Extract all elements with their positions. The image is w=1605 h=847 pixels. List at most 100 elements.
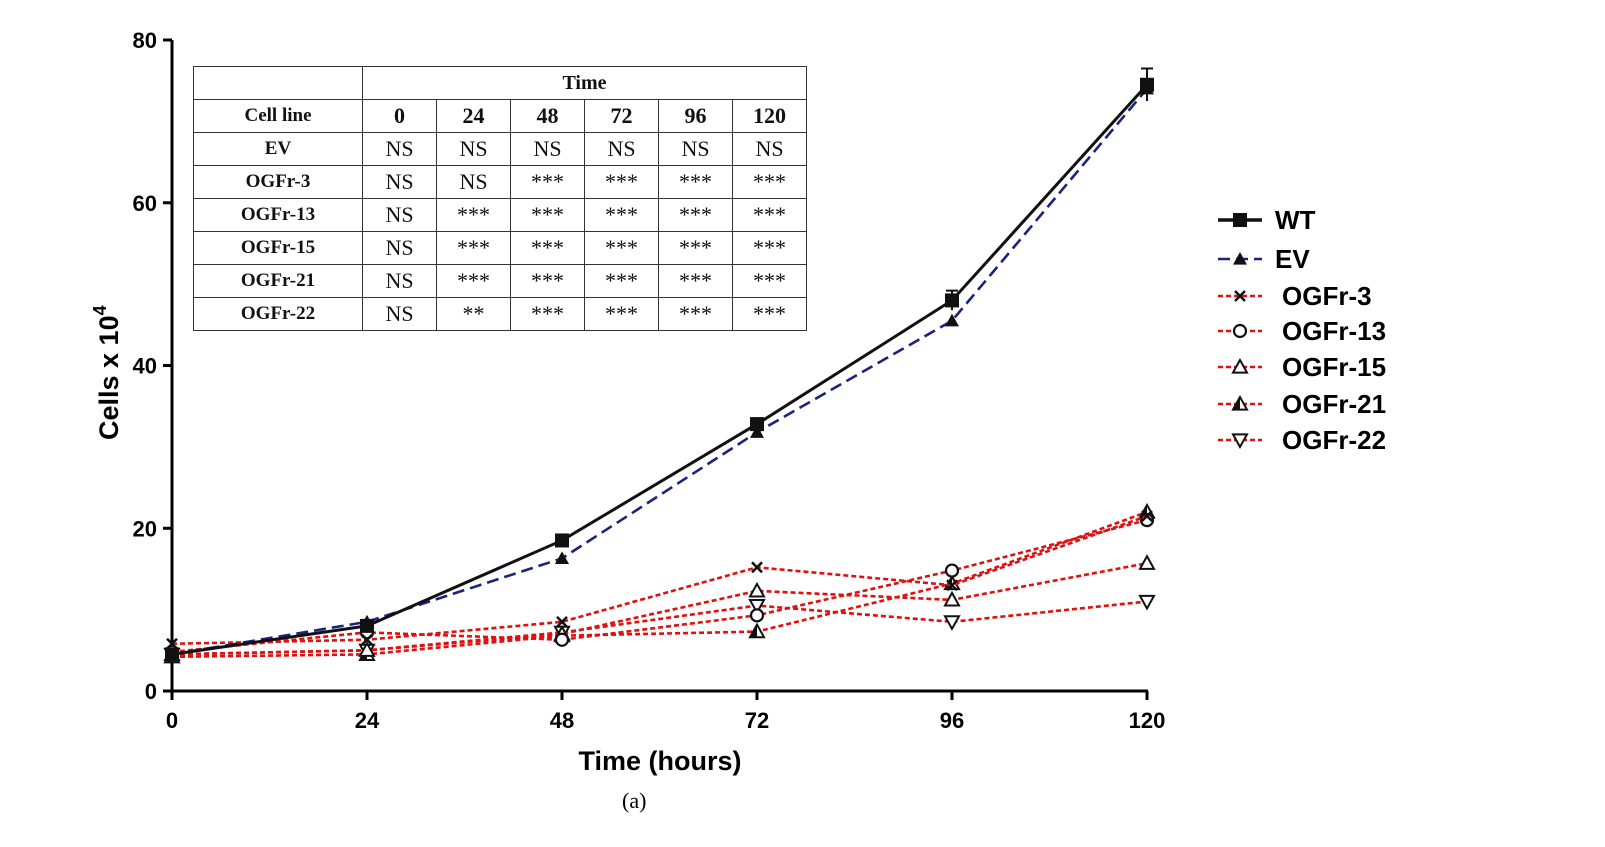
data-point — [556, 615, 568, 628]
table-group-header-row: Time — [193, 66, 807, 100]
table-cell: *** — [584, 264, 659, 298]
data-point — [166, 637, 178, 650]
legend-item-ev: EV — [1218, 244, 1310, 274]
data-point — [944, 563, 960, 578]
table-group-header: Time — [362, 66, 807, 100]
x-tick-label: 120 — [1129, 708, 1166, 733]
table-row-label: EV — [193, 132, 363, 166]
table-row: OGFr-22 NS ** *** *** *** *** — [193, 297, 807, 331]
table-row-label: OGFr-21 — [193, 264, 363, 298]
table-cell: *** — [732, 264, 807, 298]
series-ogfr-15 — [163, 554, 1156, 661]
table-cell: NS — [510, 132, 585, 166]
legend-label: OGFr-15 — [1282, 352, 1386, 382]
table-cell: NS — [362, 165, 437, 199]
table-cell: *** — [436, 264, 511, 298]
y-tick-label: 20 — [133, 516, 157, 541]
table-row: OGFr-15 NS *** *** *** *** *** — [193, 231, 807, 265]
data-point — [943, 590, 961, 607]
legend-label: OGFr-3 — [1282, 281, 1372, 311]
table-cell: *** — [732, 165, 807, 199]
table-corner-cell — [193, 66, 363, 100]
table-column-header: 0 — [362, 99, 437, 133]
table-row: OGFr-3 NS NS *** *** *** *** — [193, 165, 807, 199]
series-line — [171, 561, 1148, 656]
data-point — [943, 615, 961, 631]
legend-label: OGFr-21 — [1282, 389, 1386, 419]
table-cell: NS — [436, 165, 511, 199]
significance-table: Time Cell line 0 24 48 72 96 120 EV NS NS NS NS NS NS O… — [193, 66, 807, 331]
data-point — [945, 293, 959, 308]
table-cell: *** — [658, 297, 733, 331]
legend-item-ogfr-22: OGFr-22 — [1218, 425, 1386, 455]
legend-item-ogfr-3: OGFr-3 — [1218, 281, 1372, 311]
x-tick-label: 48 — [550, 708, 574, 733]
data-point — [748, 598, 766, 615]
table-cell: NS — [362, 264, 437, 298]
table-row: OGFr-13 NS *** *** *** *** *** — [193, 198, 807, 232]
x-axis-label: Time (hours) — [578, 746, 741, 776]
data-point — [945, 313, 959, 327]
data-point — [1138, 554, 1156, 570]
legend-label: OGFr-13 — [1282, 316, 1386, 346]
table-column-header: 24 — [436, 99, 511, 133]
data-point — [1138, 594, 1156, 611]
y-axis-label: Cells x 104 — [90, 305, 124, 440]
y-tick-label: 0 — [145, 679, 157, 704]
table-cell: *** — [510, 198, 585, 232]
legend-item-ogfr-15: OGFr-15 — [1218, 352, 1386, 382]
data-point — [749, 608, 765, 623]
data-point-fill — [750, 624, 757, 638]
data-point — [361, 633, 373, 646]
legend-label: EV — [1275, 244, 1310, 274]
legend-item-wt: WT — [1218, 205, 1316, 235]
series-group — [163, 67, 1156, 664]
table-cell: *** — [658, 231, 733, 265]
legend: WT EV OGFr-3 OGFr-13 OGFr-15 OGFr-21 OGFr-22 — [1218, 205, 1386, 455]
table-header-row: Cell line 0 24 48 72 96 120 — [193, 99, 807, 133]
data-point — [1141, 510, 1153, 522]
series-ogfr-21 — [163, 502, 1156, 664]
table-cell: *** — [732, 297, 807, 331]
data-point — [1140, 77, 1154, 92]
x-tick-label: 72 — [745, 708, 769, 733]
legend-marker — [1232, 323, 1248, 339]
table-cell: *** — [584, 198, 659, 232]
table-cell: *** — [584, 297, 659, 331]
table-cell: *** — [510, 297, 585, 331]
table-cell: ** — [436, 297, 511, 331]
y-tick-label: 40 — [133, 354, 157, 379]
table-cell: NS — [436, 132, 511, 166]
table-row-header-label: Cell line — [193, 99, 363, 133]
table-cell: NS — [362, 198, 437, 232]
table-row-label: OGFr-15 — [193, 231, 363, 265]
table-cell: *** — [732, 231, 807, 265]
table-row-label: OGFr-22 — [193, 297, 363, 331]
table-cell: *** — [510, 264, 585, 298]
legend-marker — [1231, 433, 1249, 450]
series-line — [171, 518, 1148, 654]
data-point — [750, 425, 764, 438]
data-point — [555, 551, 569, 564]
x-tick-label: 96 — [940, 708, 964, 733]
table-cell: NS — [584, 132, 659, 166]
table-column-header: 120 — [732, 99, 807, 133]
table-cell: *** — [510, 165, 585, 199]
table-cell: NS — [362, 297, 437, 331]
table-row: EV NS NS NS NS NS NS — [193, 132, 807, 166]
legend-label: WT — [1275, 205, 1316, 235]
table-cell: *** — [658, 264, 733, 298]
table-row: OGFr-21 NS *** *** *** *** *** — [193, 264, 807, 298]
series-line — [171, 83, 1149, 656]
data-point — [358, 641, 376, 657]
legend-marker — [1233, 213, 1247, 227]
series-line — [171, 510, 1148, 659]
series-line — [171, 514, 1148, 646]
legend-marker — [1231, 357, 1249, 374]
table-cell: NS — [362, 132, 437, 166]
legend-marker — [1233, 252, 1247, 265]
legend-label: OGFr-22 — [1282, 425, 1386, 455]
table-row-label: OGFr-3 — [193, 165, 363, 199]
